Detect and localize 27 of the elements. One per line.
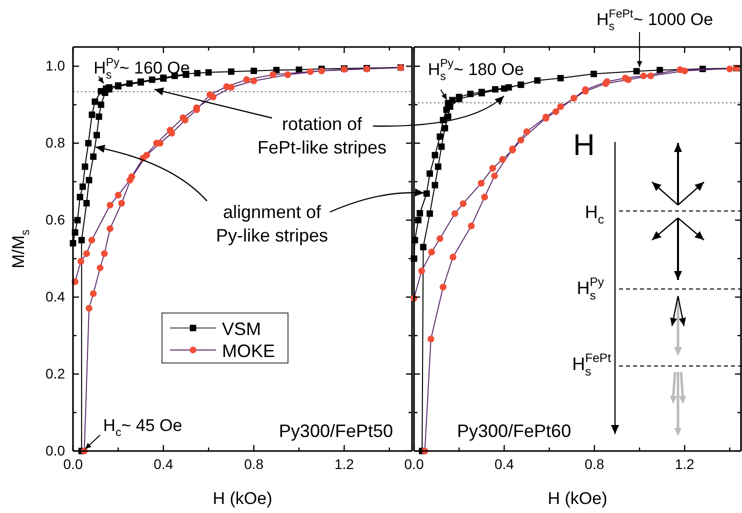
annotation: H: [573, 129, 595, 162]
annotation: H$_{s}$$^{Py}$~ 180 Oe: [428, 58, 524, 83]
x-tick-label: 1.2: [334, 456, 354, 472]
y-tick-label: 0.0: [46, 442, 66, 458]
annotation: H$_{c}$: [584, 202, 604, 226]
x-axis-title: H (kOe): [548, 489, 608, 508]
x-tick-label: 1.2: [674, 456, 695, 472]
x-tick-label: 0.8: [584, 456, 604, 472]
annotation: alignment of Py-like stripes: [216, 202, 328, 246]
legend-label: VSM: [222, 319, 262, 339]
legend-label: MOKE: [222, 341, 276, 361]
x-tick-label: 0.8: [244, 456, 264, 472]
y-tick-label: 0.4: [46, 288, 66, 305]
y-tick-label: 0.6: [46, 212, 66, 228]
x-axis-title: H (kOe): [212, 489, 272, 508]
y-tick-label: 0.2: [46, 366, 66, 382]
y-tick-label: 0.8: [46, 134, 66, 151]
annotation: H$_{s}$$^{FePt}$~ 1000 Oe: [596, 8, 714, 34]
x-tick-label: 0.0: [63, 456, 83, 472]
annotation: H$_{c}$~ 45 Oe: [103, 416, 182, 440]
x-tick-label: 0.0: [404, 456, 424, 472]
y-tick-label: 1.0: [46, 58, 66, 74]
x-tick-label: 0.4: [494, 456, 514, 472]
annotation: Py300/FePt60: [457, 421, 572, 441]
annotation: rotation of FePt-like stripes: [257, 114, 387, 158]
annotation: Py300/FePt50: [278, 421, 393, 441]
x-tick-label: 0.4: [154, 456, 174, 472]
